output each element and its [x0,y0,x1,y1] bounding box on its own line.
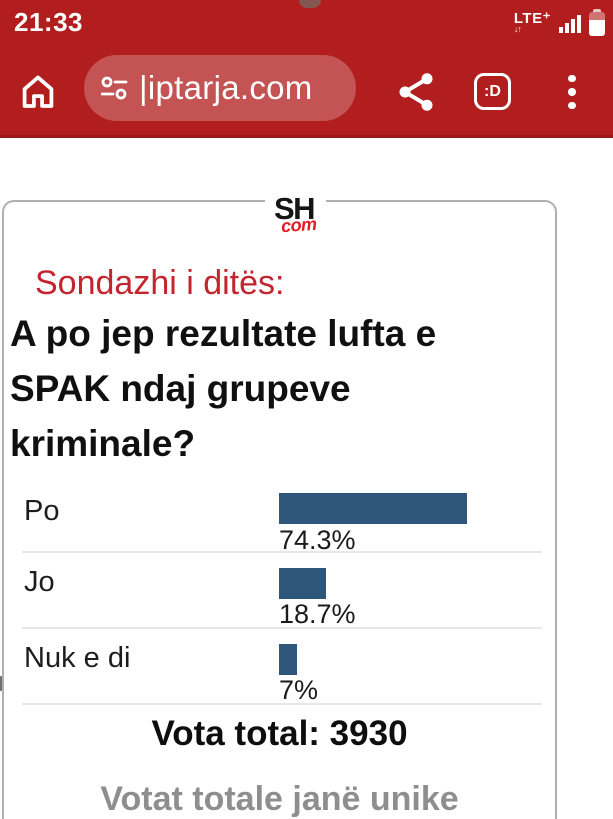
data-activity-arrows-icon: ↓↑ [513,24,522,34]
poll-option-percent: 74.3% [279,525,356,555]
poll-total-votes: Vota total: 3930 [151,714,408,753]
poll-result-bar [279,644,297,675]
poll-option-label: Po [24,495,60,527]
poll-question: A po jep rezultate lufta e SPAK ndaj gru… [10,306,545,471]
poll-option-label: Nuk e di [24,642,131,674]
site-logo-com: com [280,213,318,237]
menu-dot-icon [568,101,576,110]
poll-question-line: A po jep rezultate lufta e [10,313,437,354]
poll-option-row: Jo 18.7% [22,553,542,629]
poll-result-bar [279,493,467,524]
battery-level-fill [589,19,605,36]
tab-count-badge: :D [484,82,501,100]
clock: 21:33 [14,7,83,37]
poll-option-row: Nuk e di 7% [22,629,542,705]
poll-option-percent: 7% [279,675,319,705]
poll-results: Po 74.3% Jo 18.7% Nuk e di 7% [22,482,542,705]
home-icon [22,75,54,108]
menu-dot-icon [568,74,576,83]
poll-unique-note: Votat totale janë unike [100,780,459,818]
poll-card: SH com Sondazhi i ditës: A po jep rezult… [2,193,557,819]
url-bar[interactable]: |iptarja.com [84,55,356,121]
share-button[interactable] [394,70,438,114]
poll-kicker: Sondazhi i ditës: [35,264,285,302]
site-settings-icon [101,76,128,100]
network-type-indicator: LTE⁺ ↓↑ [513,10,551,34]
tab-switcher-button[interactable]: :D [474,73,511,110]
poll-option-percent: 18.7% [279,599,356,629]
camera-punch-hole [299,0,321,8]
url-text: |iptarja.com [139,69,313,106]
poll-question-line: kriminale? [10,423,196,464]
home-button[interactable] [17,71,59,113]
battery-icon [589,9,605,36]
browser-toolbar: |iptarja.com :D [0,45,613,138]
share-icon [399,73,433,111]
site-logo: SH com [265,191,326,237]
signal-strength-icon [559,14,581,33]
status-bar: 21:33 LTE⁺ ↓↑ [0,0,613,45]
overflow-menu-button[interactable] [565,71,579,113]
poll-result-bar [279,568,327,599]
poll-option-label: Jo [24,566,55,598]
poll-option-row: Po 74.3% [22,482,542,555]
site-logo-sh: SH [274,191,316,226]
status-icons: LTE⁺ ↓↑ [514,0,605,45]
menu-dot-icon [568,88,576,96]
poll-question-line: SPAK ndaj grupeve [10,368,351,409]
web-page-content: SH com Sondazhi i ditës: A po jep rezult… [0,138,613,819]
